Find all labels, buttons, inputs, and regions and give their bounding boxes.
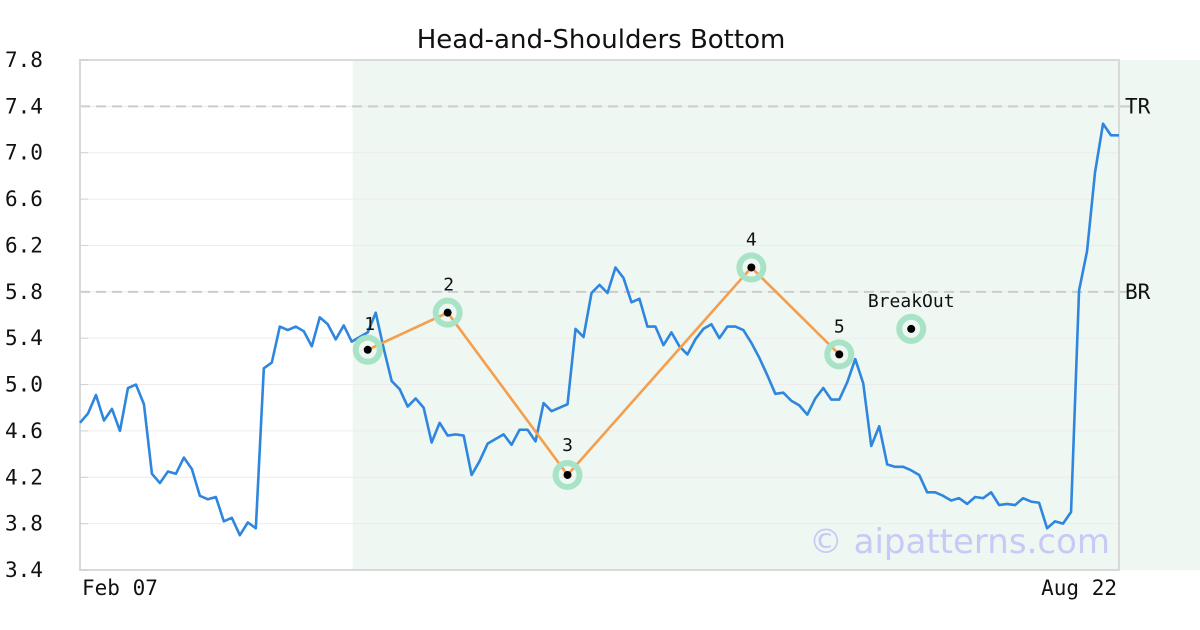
price-line — [79, 122, 1119, 537]
y-tick-label: 3.4 — [5, 558, 43, 582]
y-tick-label: 7.4 — [5, 94, 43, 118]
y-tick-label: 4.2 — [5, 465, 43, 489]
pattern-point-ring — [432, 297, 463, 328]
y-tick-label: 6.6 — [5, 187, 43, 211]
pattern-point-dot — [835, 350, 844, 359]
y-tick-label: 5.8 — [5, 280, 43, 304]
pattern-point-dot — [747, 263, 756, 272]
plot-frame — [79, 59, 1120, 571]
y-tick-label: 5.4 — [5, 326, 43, 350]
chart-title: Head-and-Shoulders Bottom — [417, 25, 786, 55]
pattern-point-dot — [363, 345, 372, 354]
event-point-ring — [896, 313, 927, 344]
pattern-point-ring — [736, 252, 767, 283]
y-tick-label: 4.6 — [5, 419, 43, 443]
y-tick-label: 7.8 — [5, 48, 43, 72]
x-tick-label: Aug 22 — [1041, 576, 1117, 600]
pattern-point-label: 4 — [746, 229, 757, 250]
pattern-point-ring — [552, 459, 583, 490]
reference-line-label: BR — [1125, 280, 1151, 304]
pattern-point-label: 3 — [562, 435, 573, 456]
y-tick-label: 3.8 — [5, 512, 43, 536]
pattern-point-label: 1 — [364, 314, 375, 335]
y-axis: 3.4 3.8 4.2 4.6 5.0 5.4 5.8 6.2 6.6 7.0 7.4 7.8 — [5, 48, 88, 582]
reference-lines: TR BR — [80, 94, 1151, 304]
event-point-label: BreakOut — [868, 291, 955, 312]
event-point-dot — [907, 324, 916, 333]
x-tick-label: Feb 07 — [82, 576, 158, 600]
pattern-point-dot — [563, 470, 572, 479]
watermark: © aipatterns.com — [809, 522, 1110, 562]
pattern-window-background — [352, 60, 1200, 570]
pattern-point-ring — [824, 339, 855, 370]
y-tick-label: 6.2 — [5, 233, 43, 257]
reference-line-label: TR — [1125, 94, 1151, 118]
pattern-point-label: 2 — [443, 275, 454, 296]
y-tick-label: 5.0 — [5, 373, 43, 397]
pattern-point-ring — [352, 334, 383, 365]
pattern-point-dot — [443, 308, 452, 317]
price-series — [79, 122, 1119, 537]
pattern-markers: 12345BreakOutSuccess — [352, 229, 955, 490]
y-tick-label: 7.0 — [5, 141, 43, 165]
pattern-point-label: 5 — [834, 316, 845, 337]
x-axis: Feb 07 Aug 22 — [82, 576, 1117, 600]
